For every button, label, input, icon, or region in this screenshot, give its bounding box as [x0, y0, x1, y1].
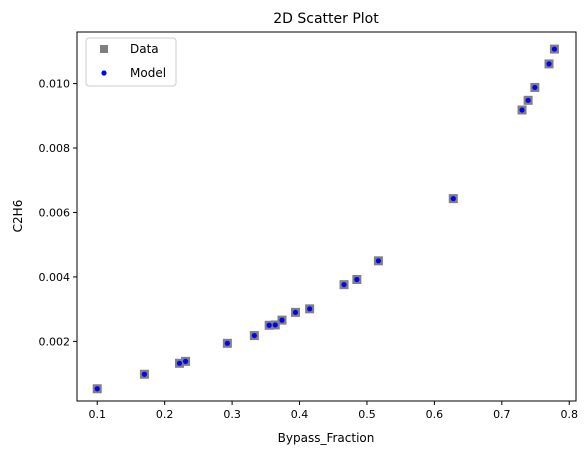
legend-label-model: Model	[130, 66, 166, 80]
model-point	[279, 317, 285, 323]
x-axis-label: Bypass_Fraction	[278, 431, 375, 445]
x-axis: 0.1 0.2 0.3 0.4 0.5 0.6 0.7 0.8	[88, 401, 578, 421]
model-point	[176, 360, 183, 366]
y-tick-label: 0.002	[39, 335, 71, 348]
model-point	[551, 46, 558, 52]
legend-label-data: Data	[130, 42, 159, 56]
model-point	[141, 371, 148, 377]
y-axis: 0.002 0.004 0.006 0.008 0.010	[39, 78, 77, 348]
y-tick-label: 0.010	[39, 78, 71, 91]
plot-area	[92, 44, 559, 394]
x-tick-label: 0.6	[426, 408, 444, 421]
model-point	[251, 332, 257, 339]
model-point	[519, 107, 525, 113]
model-point	[272, 322, 278, 328]
model-point	[450, 196, 456, 202]
model-point	[292, 309, 299, 315]
y-tick-label: 0.004	[39, 271, 71, 284]
y-tick-label: 0.008	[39, 142, 71, 155]
legend-marker-model	[101, 70, 107, 76]
model-point	[182, 358, 189, 364]
model-point	[354, 276, 360, 283]
legend-marker-data	[100, 45, 108, 53]
model-point	[525, 97, 531, 103]
model-point	[266, 322, 272, 328]
legend-box	[85, 37, 177, 87]
x-tick-label: 0.8	[561, 408, 579, 421]
model-point	[307, 306, 313, 312]
legend: Data Model	[85, 37, 177, 87]
plot-frame	[76, 31, 577, 402]
model-point	[375, 258, 382, 264]
x-tick-label: 0.7	[493, 408, 511, 421]
x-tick-label: 0.1	[88, 408, 106, 421]
x-tick-label: 0.5	[358, 408, 376, 421]
x-tick-label: 0.4	[291, 408, 309, 421]
model-point	[546, 61, 552, 67]
model-point	[224, 340, 230, 346]
model-point	[532, 84, 538, 91]
y-tick-label: 0.006	[39, 206, 71, 219]
model-point	[341, 282, 347, 288]
x-tick-label: 0.3	[223, 408, 241, 421]
x-tick-label: 0.2	[156, 408, 174, 421]
y-axis-label: C2H6	[11, 200, 25, 233]
model-point	[94, 386, 100, 392]
chart-title: 2D Scatter Plot	[273, 11, 379, 27]
